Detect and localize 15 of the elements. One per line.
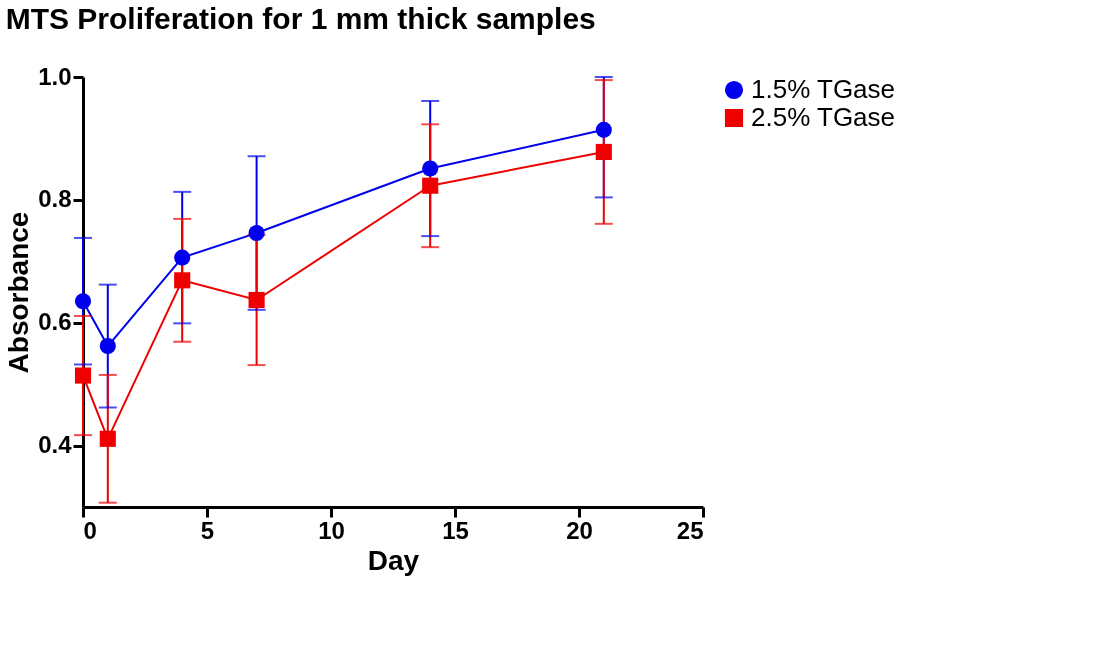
legend-label: 1.5% TGase [751, 74, 896, 104]
x-tick-label: 0 [83, 516, 97, 544]
legend-label: 2.5% TGase [751, 102, 896, 132]
x-tick-label: 25 [676, 516, 704, 544]
x-tick-label: 10 [318, 516, 345, 544]
chart-title: MTS Proliferation for 1 mm thick samples [5, 2, 596, 35]
y-axis-title: Absorbance [3, 211, 35, 374]
y-tick-label: 0.6 [38, 308, 72, 336]
y-tick-label: 1.0 [38, 62, 72, 90]
x-tick-label: 15 [442, 516, 469, 544]
x-tick-label: 5 [200, 516, 215, 544]
y-tick-label: 0.8 [38, 185, 72, 213]
x-tick-label: 20 [566, 516, 593, 544]
y-tick-label: 0.4 [38, 431, 73, 459]
x-axis-title: Day [367, 544, 420, 576]
